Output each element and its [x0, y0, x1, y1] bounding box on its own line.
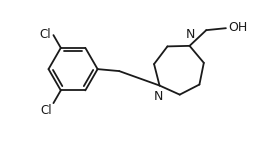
Text: N: N	[186, 28, 195, 41]
Text: OH: OH	[228, 21, 247, 34]
Text: N: N	[154, 90, 163, 103]
Text: Cl: Cl	[40, 28, 51, 41]
Text: Cl: Cl	[41, 104, 53, 117]
